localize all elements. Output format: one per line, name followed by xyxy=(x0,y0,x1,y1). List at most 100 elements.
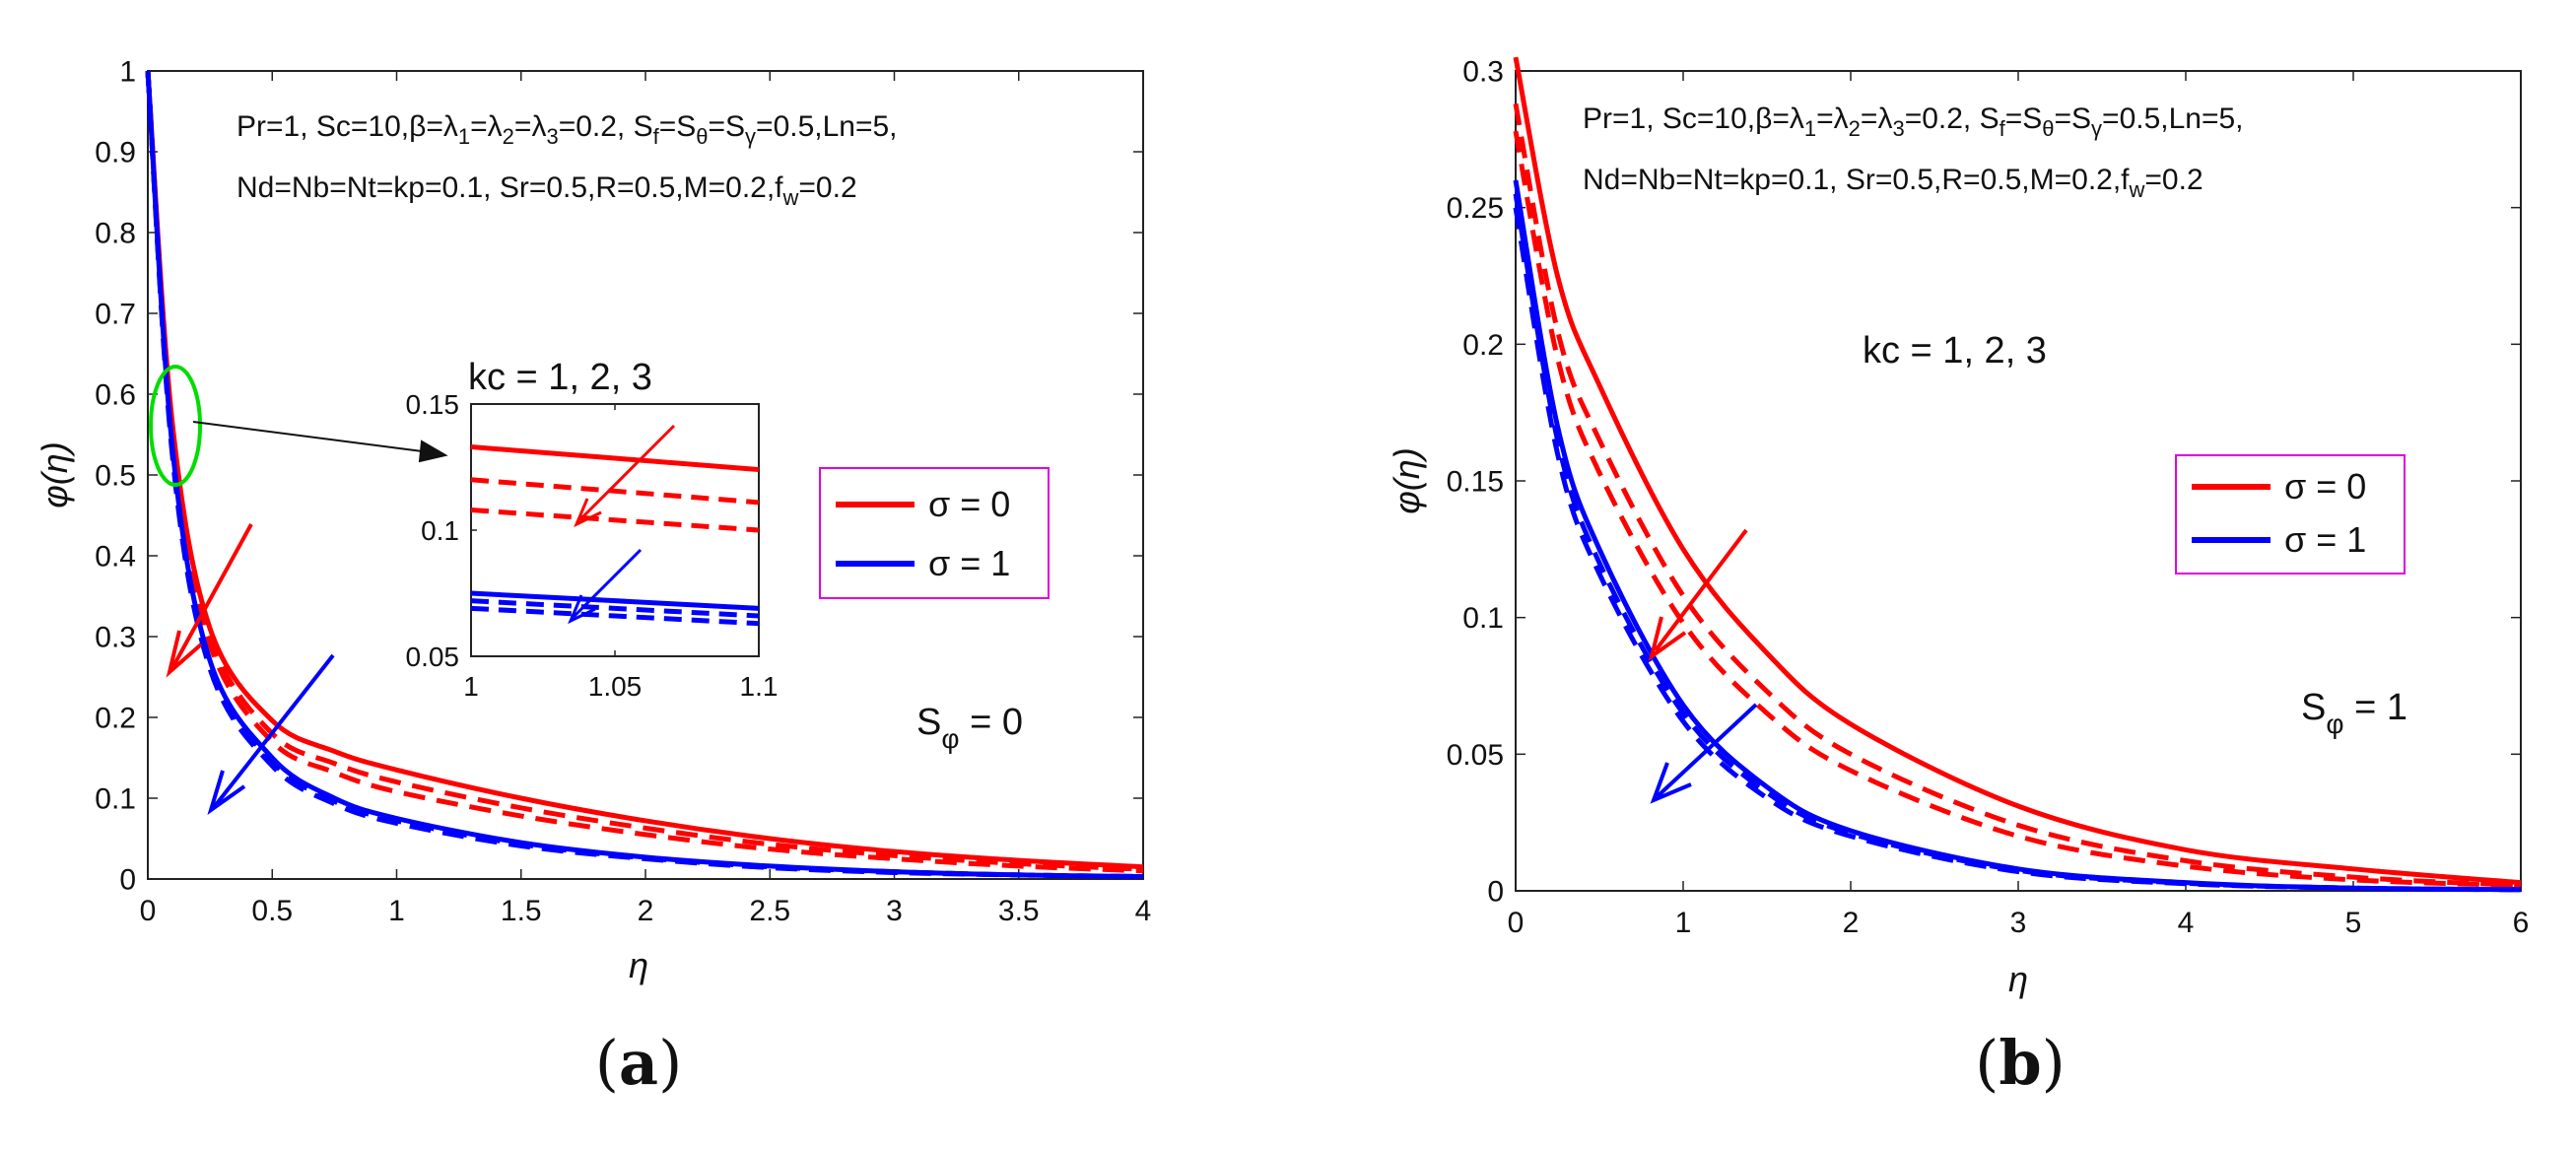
panel-b-close: ) xyxy=(2042,1027,2066,1099)
y-tick-label: 0.3 xyxy=(1462,56,1504,89)
series-line-5 xyxy=(470,598,760,619)
params-a-part7: =0.5,Ln=5, xyxy=(756,110,897,143)
y-axis-label-a: φ(η) xyxy=(34,441,75,507)
s-a-sub: φ xyxy=(941,723,959,754)
params-a-part4: =0.2, S xyxy=(559,110,653,143)
params-a-part1: Pr=1, Sc=10,β=λ xyxy=(237,110,458,143)
panel-label-a: (a) xyxy=(595,1027,683,1099)
y-tick-label: 0.8 xyxy=(95,218,136,250)
s-annotation-a: Sφ = 0 xyxy=(916,702,1023,754)
legend-box-a xyxy=(819,467,1050,599)
x-tick-label: 1.1 xyxy=(740,671,779,702)
y-tick-label: 0.25 xyxy=(1447,192,1504,225)
series-line-6 xyxy=(145,70,1144,880)
ticks-a: 0 0.5 1 1.5 2 2.5 3 3.5 4 0 0.1 0.2 0.3 0.4 0.5 0.6 0.7 0… xyxy=(95,56,1151,928)
arrow-blue-b xyxy=(1650,703,1758,804)
x-tick-label: 1.05 xyxy=(588,671,643,702)
y-tick-label: 0.1 xyxy=(1462,602,1504,635)
params-b-part8: Nd=Nb=Nt=kp=0.1, Sr=0.5,R=0.5,M=0.2,f xyxy=(1583,164,2130,196)
y-tick-label: 0.9 xyxy=(95,137,136,169)
series-line-3 xyxy=(470,507,760,533)
y-tick-label: 0.2 xyxy=(95,703,136,735)
y-tick-label: 1 xyxy=(119,56,136,89)
series-line-6 xyxy=(470,605,760,627)
inset-series xyxy=(470,444,760,627)
params-line1-b: Pr=1, Sc=10,β=λ1=λ2=λ3=0.2, Sf=Sθ=Sγ=0.5… xyxy=(1583,102,2244,141)
x-tick-label: 1.5 xyxy=(501,895,542,927)
series-line-3 xyxy=(1513,130,2522,888)
panel-b-letter: b xyxy=(1999,1027,2041,1099)
kc-annotation-b: kc = 1, 2, 3 xyxy=(1863,330,2047,372)
inset-a: 1 1.05 1.1 0.05 0.1 0.15 xyxy=(406,389,779,702)
params-b-sub4: f xyxy=(2000,116,2006,141)
y-tick-label: 0.05 xyxy=(406,642,460,672)
y-tick-label: 0.1 xyxy=(95,783,136,816)
y-tick-label: 0.15 xyxy=(406,389,460,420)
x-tick-label: 3.5 xyxy=(998,895,1040,927)
x-tick-label: 3 xyxy=(886,895,903,927)
x-tick-label: 0 xyxy=(1508,907,1525,939)
params-a-sub7: w xyxy=(782,185,799,210)
x-tick-label: 2.5 xyxy=(749,895,790,927)
ticks-b: 0 1 2 3 4 5 6 0 0.05 0.1 0.15 0.2 0.25 0.3 xyxy=(1447,56,2530,940)
panel-a-close: ) xyxy=(658,1027,682,1099)
params-line2-b: Nd=Nb=Nt=kp=0.1, Sr=0.5,R=0.5,M=0.2,fw=0… xyxy=(1583,164,2203,202)
x-axis-label-b: η xyxy=(2008,959,2028,999)
params-a-part6: =S xyxy=(709,110,746,143)
series-line-2 xyxy=(1513,102,2522,888)
params-a-sub5: θ xyxy=(696,124,708,149)
series-line-1 xyxy=(470,444,760,473)
x-tick-label: 0.5 xyxy=(251,895,293,927)
y-tick-label: 0.05 xyxy=(1447,739,1504,772)
params-a-part5: =S xyxy=(659,110,697,143)
series-line-1 xyxy=(1513,56,2522,886)
params-a-sub1: 1 xyxy=(458,124,470,149)
params-a-part8: Nd=Nb=Nt=kp=0.1, Sr=0.5,R=0.5,M=0.2,f xyxy=(237,171,783,204)
panel-b-open: ( xyxy=(1975,1027,1999,1099)
params-b-part9: =0.2 xyxy=(2144,164,2203,196)
x-tick-label: 0 xyxy=(140,895,157,927)
params-b-part2: =λ xyxy=(1816,102,1849,135)
params-b-sub6: γ xyxy=(2091,116,2102,141)
panel-a-open: ( xyxy=(595,1027,619,1099)
y-tick-label: 0.4 xyxy=(95,541,136,574)
params-a-part2: =λ xyxy=(470,110,503,143)
params-a-sub3: 3 xyxy=(546,124,558,149)
x-tick-label: 1 xyxy=(463,671,479,702)
y-tick-label: 0.7 xyxy=(95,299,136,331)
x-tick-label: 4 xyxy=(1135,895,1152,927)
x-tick-label: 1 xyxy=(1675,907,1692,939)
panel-a-letter: a xyxy=(619,1027,658,1099)
y-tick-label: 0 xyxy=(119,864,136,897)
arrow-red-b xyxy=(1648,528,1748,661)
params-b-part5: =S xyxy=(2005,102,2043,135)
x-tick-label: 6 xyxy=(2513,907,2530,939)
params-a-sub2: 2 xyxy=(503,124,514,149)
s-annotation-b: Sφ = 1 xyxy=(2301,687,2407,739)
y-tick-label: 0.6 xyxy=(95,379,136,412)
params-a-sub6: γ xyxy=(745,124,756,149)
kc-annotation-a: kc = 1, 2, 3 xyxy=(468,357,652,398)
legend-a: σ = 0 σ = 1 xyxy=(819,467,1050,599)
x-tick-label: 3 xyxy=(2010,907,2027,939)
arrow-blue-a xyxy=(207,653,335,815)
x-tick-label: 5 xyxy=(2345,907,2362,939)
y-tick-label: 0.2 xyxy=(1462,329,1504,362)
params-b-sub2: 2 xyxy=(1849,116,1861,141)
x-axis-label-a: η xyxy=(629,945,648,985)
params-line1-a: Pr=1, Sc=10,β=λ1=λ2=λ3=0.2, Sf=Sθ=Sγ=0.5… xyxy=(237,110,898,149)
params-b-sub5: θ xyxy=(2042,116,2054,141)
params-b-part7: =0.5,Ln=5, xyxy=(2102,102,2243,135)
legend-label-sigma0-b: σ = 0 xyxy=(2284,466,2366,507)
panel-a-chart: 0 0.5 1 1.5 2 2.5 3 3.5 4 0 0.1 0.2 0.3 0.4 0.5 0.6 0.7 0… xyxy=(34,56,1151,1100)
params-line2-a: Nd=Nb=Nt=kp=0.1, Sr=0.5,R=0.5,M=0.2,fw=0… xyxy=(237,171,857,210)
y-tick-label: 0 xyxy=(1487,876,1504,909)
legend-b: σ = 0 σ = 1 xyxy=(2175,454,2406,575)
x-tick-label: 2 xyxy=(1843,907,1860,939)
inset-plot-area xyxy=(470,403,760,657)
params-b-sub3: 3 xyxy=(1892,116,1904,141)
params-b-part1: Pr=1, Sc=10,β=λ xyxy=(1583,102,1804,135)
x-tick-label: 2 xyxy=(638,895,654,927)
s-b-rest: = 1 xyxy=(2344,687,2407,728)
panel-b-chart: 0 1 2 3 4 5 6 0 0.05 0.1 0.15 0.2 0.25 0.3 Pr=1, Sc=1… xyxy=(1387,56,2529,1100)
